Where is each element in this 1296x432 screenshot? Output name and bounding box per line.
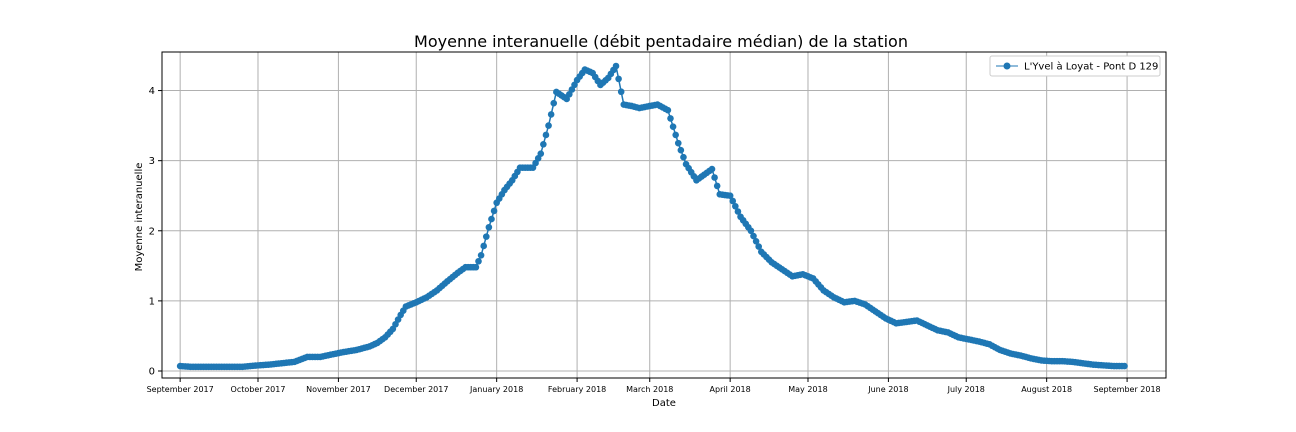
- data-point: [540, 141, 547, 148]
- x-tick-label: April 2018: [710, 385, 751, 394]
- data-point: [550, 99, 558, 107]
- y-axis: 0 1 2 3 4: [149, 86, 162, 377]
- x-tick-label: August 2018: [1021, 385, 1072, 394]
- data-point: [711, 174, 718, 181]
- legend: L'Yvel à Loyat - Pont D 129: [989, 55, 1161, 77]
- data-point: [612, 62, 620, 70]
- y-tick-label: 1: [149, 296, 155, 307]
- legend-box: [989, 55, 1161, 77]
- x-tick-label: June 2018: [867, 385, 908, 394]
- x-tick-label: July 2018: [947, 385, 985, 394]
- x-tick-label: September 2017: [147, 385, 214, 394]
- x-tick-label: January 2018: [469, 385, 523, 394]
- data-point: [480, 242, 488, 250]
- data-point: [752, 237, 760, 245]
- data-point: [747, 227, 755, 235]
- x-tick-label: September 2018: [1094, 385, 1161, 394]
- data-point: [542, 131, 550, 139]
- data-point: [750, 232, 757, 240]
- data-point: [615, 75, 622, 83]
- series-layer: [176, 62, 1128, 371]
- data-point: [488, 215, 495, 223]
- grid: [162, 52, 1166, 378]
- data-point: [732, 202, 739, 210]
- data-point: [482, 233, 490, 240]
- data-point: [674, 139, 682, 147]
- y-tick-label: 2: [149, 226, 155, 237]
- x-axis: September 2017 October 2017 November 2017 D…: [147, 378, 1161, 394]
- data-point: [677, 146, 685, 154]
- x-axis-label: Date: [652, 398, 676, 409]
- data-point: [755, 243, 762, 250]
- x-tick-label: May 2018: [788, 385, 827, 394]
- data-point: [708, 165, 716, 173]
- y-tick-label: 4: [149, 86, 155, 97]
- data-point: [669, 123, 677, 130]
- y-axis-label: Moyenne interanuelle: [134, 163, 145, 272]
- data-point: [477, 252, 485, 259]
- chart-title: Moyenne interanuelle (débit pentadaire m…: [414, 32, 908, 51]
- legend-dot-marker: [1003, 62, 1011, 70]
- data-point: [537, 150, 545, 157]
- data-point: [485, 223, 493, 231]
- legend-label: L'Yvel à Loyat - Pont D 129: [1024, 61, 1158, 73]
- data-point: [667, 115, 674, 122]
- data-point: [664, 106, 672, 114]
- data-point: [734, 208, 742, 215]
- data-point: [547, 111, 555, 118]
- data-point: [726, 192, 734, 200]
- x-tick-label: February 2018: [548, 385, 606, 394]
- data-point: [680, 153, 687, 161]
- data-point: [672, 131, 679, 139]
- x-tick-label: December 2017: [384, 385, 448, 394]
- x-tick-label: October 2017: [231, 385, 286, 394]
- data-point: [1121, 362, 1128, 370]
- plot-frame: [161, 51, 1167, 379]
- data-point: [475, 257, 482, 265]
- y-tick-label: 0: [149, 366, 155, 377]
- data-point: [472, 263, 480, 271]
- data-point: [545, 122, 552, 129]
- x-tick-label: November 2017: [306, 385, 371, 394]
- data-point: [617, 88, 625, 96]
- y-tick-label: 3: [149, 156, 155, 167]
- data-point: [729, 197, 737, 205]
- data-point: [713, 182, 721, 190]
- data-point: [490, 207, 498, 215]
- x-tick-label: March 2018: [626, 385, 673, 394]
